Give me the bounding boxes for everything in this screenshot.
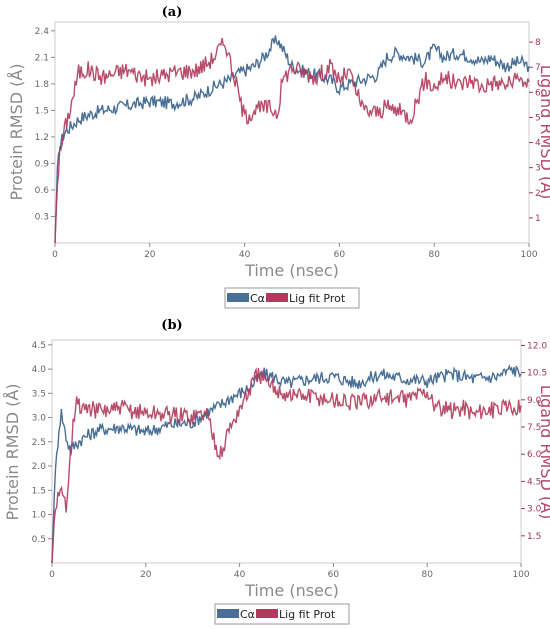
plot-area-a	[54, 21, 530, 244]
y-tick-label-right: 8	[535, 38, 541, 48]
y-tick-label-left: 1.8	[35, 80, 50, 90]
y-tick-label-right: 10.5	[527, 369, 547, 379]
panel-b: (b) 0 20 40 60 80 100 0.5 1.0 1.5 2.0 2.5 3.0 3.5 4.…	[3, 318, 550, 625]
y-tick-label-right: 7	[535, 63, 541, 73]
y-tick-label-right: 9.0	[527, 396, 542, 406]
x-tick-label: 60	[328, 570, 340, 580]
y-tick-label-right: 4.5	[527, 477, 541, 487]
y-ticks-right-b: 1.5 3.0 4.5 6.0 7.5 9.0 10.5 12.0	[521, 341, 547, 542]
panel-label-b: (b)	[161, 318, 182, 333]
y-axis-label-left-b: Protein RMSD (Å)	[3, 383, 22, 520]
legend-a: Cα Lig fit Prot	[224, 287, 360, 309]
x-tick-label: 100	[512, 570, 529, 580]
y-tick-label-left: 1.5	[35, 106, 49, 116]
series-line-lig-b	[51, 367, 522, 564]
y-axis-label-right-a: Ligand RMSD (Å)	[537, 65, 550, 200]
y-ticks-left-a: 0.3 0.6 0.9 1.2 1.5 1.8 2.1 2.4	[35, 27, 55, 222]
legend-box-b	[214, 603, 350, 625]
y-tick-label-right: 6	[535, 88, 541, 98]
series-line-lig-a	[54, 37, 530, 244]
legend-swatch-lig-a	[266, 293, 288, 302]
y-ticks-right-a: 1 2 3 4 5 6 7 8	[529, 38, 541, 224]
y-tick-label-left: 1.5	[32, 486, 46, 496]
legend-swatch-lig-b	[256, 609, 278, 618]
y-tick-label-left: 2.1	[35, 53, 49, 63]
plot-area-b	[51, 339, 522, 564]
y-tick-label-left: 2.5	[32, 438, 46, 448]
legend-swatch-ca-b	[217, 609, 239, 618]
legend-label-ca-a: Cα	[250, 292, 265, 305]
y-tick-label-left: 3.5	[32, 389, 46, 399]
y-ticks-left-b: 0.5 1.0 1.5 2.0 2.5 3.0 3.5 4.0 4.5	[32, 341, 52, 545]
x-tick-label: 40	[239, 250, 251, 260]
x-tick-label: 0	[49, 570, 55, 580]
x-tick-label: 0	[52, 250, 58, 260]
legend-b: Cα Lig fit Prot	[214, 603, 350, 625]
panel-label-a: (a)	[162, 5, 183, 20]
y-tick-label-left: 2.0	[32, 462, 47, 472]
series-line-ca-b	[51, 364, 522, 564]
y-tick-label-right: 3.0	[527, 505, 542, 515]
y-tick-label-left: 0.5	[32, 535, 46, 545]
legend-label-lig-b: Lig fit Prot	[279, 608, 336, 621]
legend-label-lig-a: Lig fit Prot	[289, 292, 346, 305]
y-tick-label-right: 1.5	[527, 532, 541, 542]
x-tick-label: 40	[234, 570, 246, 580]
y-tick-label-right: 3	[535, 164, 541, 174]
y-tick-label-right: 4	[535, 139, 541, 149]
y-tick-label-left: 0.3	[35, 212, 49, 222]
x-tick-label: 80	[421, 570, 433, 580]
y-tick-label-right: 2	[535, 189, 541, 199]
y-tick-label-left: 4.0	[32, 365, 47, 375]
y-tick-label-right: 5	[535, 113, 541, 123]
panel-a: (a) 0 20 40 60 80 100 0.3 0.6 0.9 1.2 1.5 1.8 2.1 2.…	[7, 5, 550, 309]
y-tick-label-right: 6.0	[527, 450, 542, 460]
x-tick-label: 80	[428, 250, 440, 260]
legend-swatch-ca-a	[227, 293, 249, 302]
series-line-ca-a	[54, 35, 530, 244]
x-tick-label: 20	[144, 250, 156, 260]
x-ticks-b: 0 20 40 60 80 100	[49, 563, 530, 580]
legend-box-a	[224, 287, 360, 309]
y-tick-label-right: 7.5	[527, 423, 541, 433]
x-ticks-a: 0 20 40 60 80 100	[52, 243, 538, 260]
legend-label-ca-b: Cα	[240, 608, 255, 621]
x-tick-label: 60	[334, 250, 346, 260]
x-tick-label: 20	[140, 570, 152, 580]
y-tick-label-right: 1	[535, 214, 541, 224]
y-tick-label-left: 4.5	[32, 341, 46, 351]
y-axis-label-right-b: Ligand RMSD (Å)	[537, 385, 550, 520]
x-axis-label-b: Time (nsec)	[244, 581, 339, 600]
x-tick-label: 100	[520, 250, 537, 260]
y-tick-label-left: 0.6	[35, 186, 50, 196]
y-tick-label-right: 12.0	[527, 341, 547, 351]
y-tick-label-left: 1.0	[32, 511, 47, 521]
y-tick-label-left: 1.2	[35, 133, 49, 143]
x-axis-label-a: Time (nsec)	[244, 261, 339, 280]
y-tick-label-left: 0.9	[35, 159, 50, 169]
y-axis-label-left-a: Protein RMSD (Å)	[7, 63, 26, 200]
y-tick-label-left: 2.4	[35, 27, 50, 37]
y-tick-label-left: 3.0	[32, 414, 47, 424]
